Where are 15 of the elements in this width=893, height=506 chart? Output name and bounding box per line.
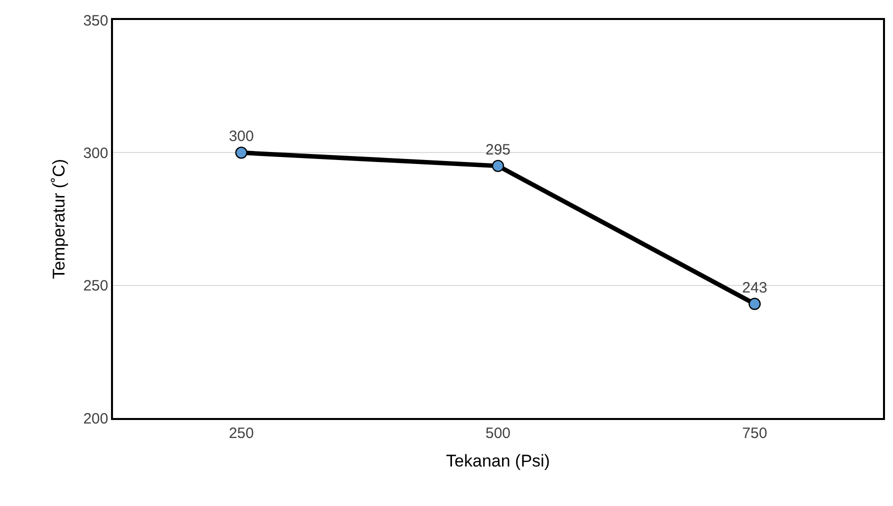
y-tick-label: 300 (83, 144, 108, 162)
y-tick-label: 350 (83, 12, 108, 30)
point (748, 298, 761, 310)
data-label: 243 (742, 279, 768, 296)
x-tick-label: 750 (742, 424, 768, 442)
y-axis-title: Temperatur (˚C) (49, 159, 68, 279)
data-label: 295 (485, 141, 511, 158)
x-axis-title: Tekanan (Psi) (446, 452, 550, 471)
point (235, 146, 248, 159)
y-tick-label: 250 (83, 278, 108, 295)
x-tick-label: 250 (228, 424, 254, 442)
y-tick-label: 200 (83, 410, 108, 428)
point (492, 160, 504, 172)
x-tick-label: 500 (485, 424, 511, 442)
data-label: 300 (228, 128, 254, 146)
